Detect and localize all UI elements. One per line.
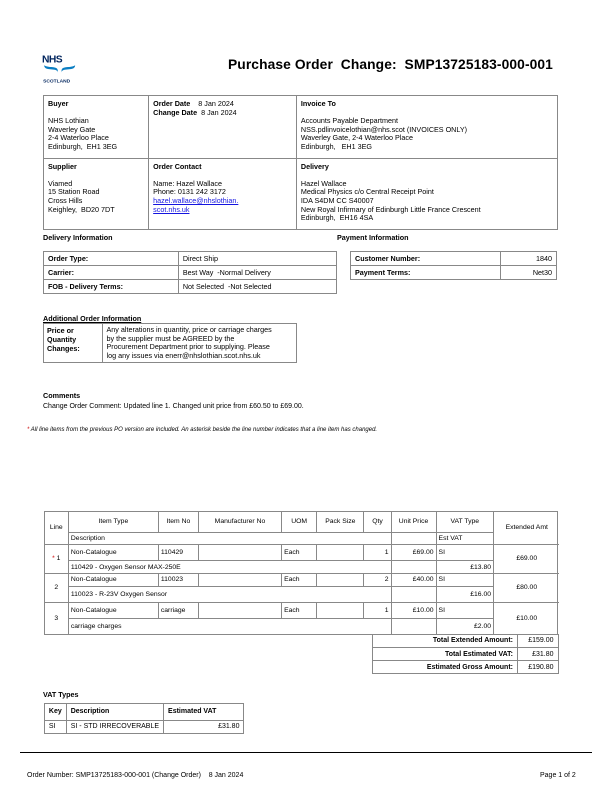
svg-text:SCOTLAND: SCOTLAND [43, 79, 71, 85]
svg-text:NHS: NHS [42, 54, 63, 65]
